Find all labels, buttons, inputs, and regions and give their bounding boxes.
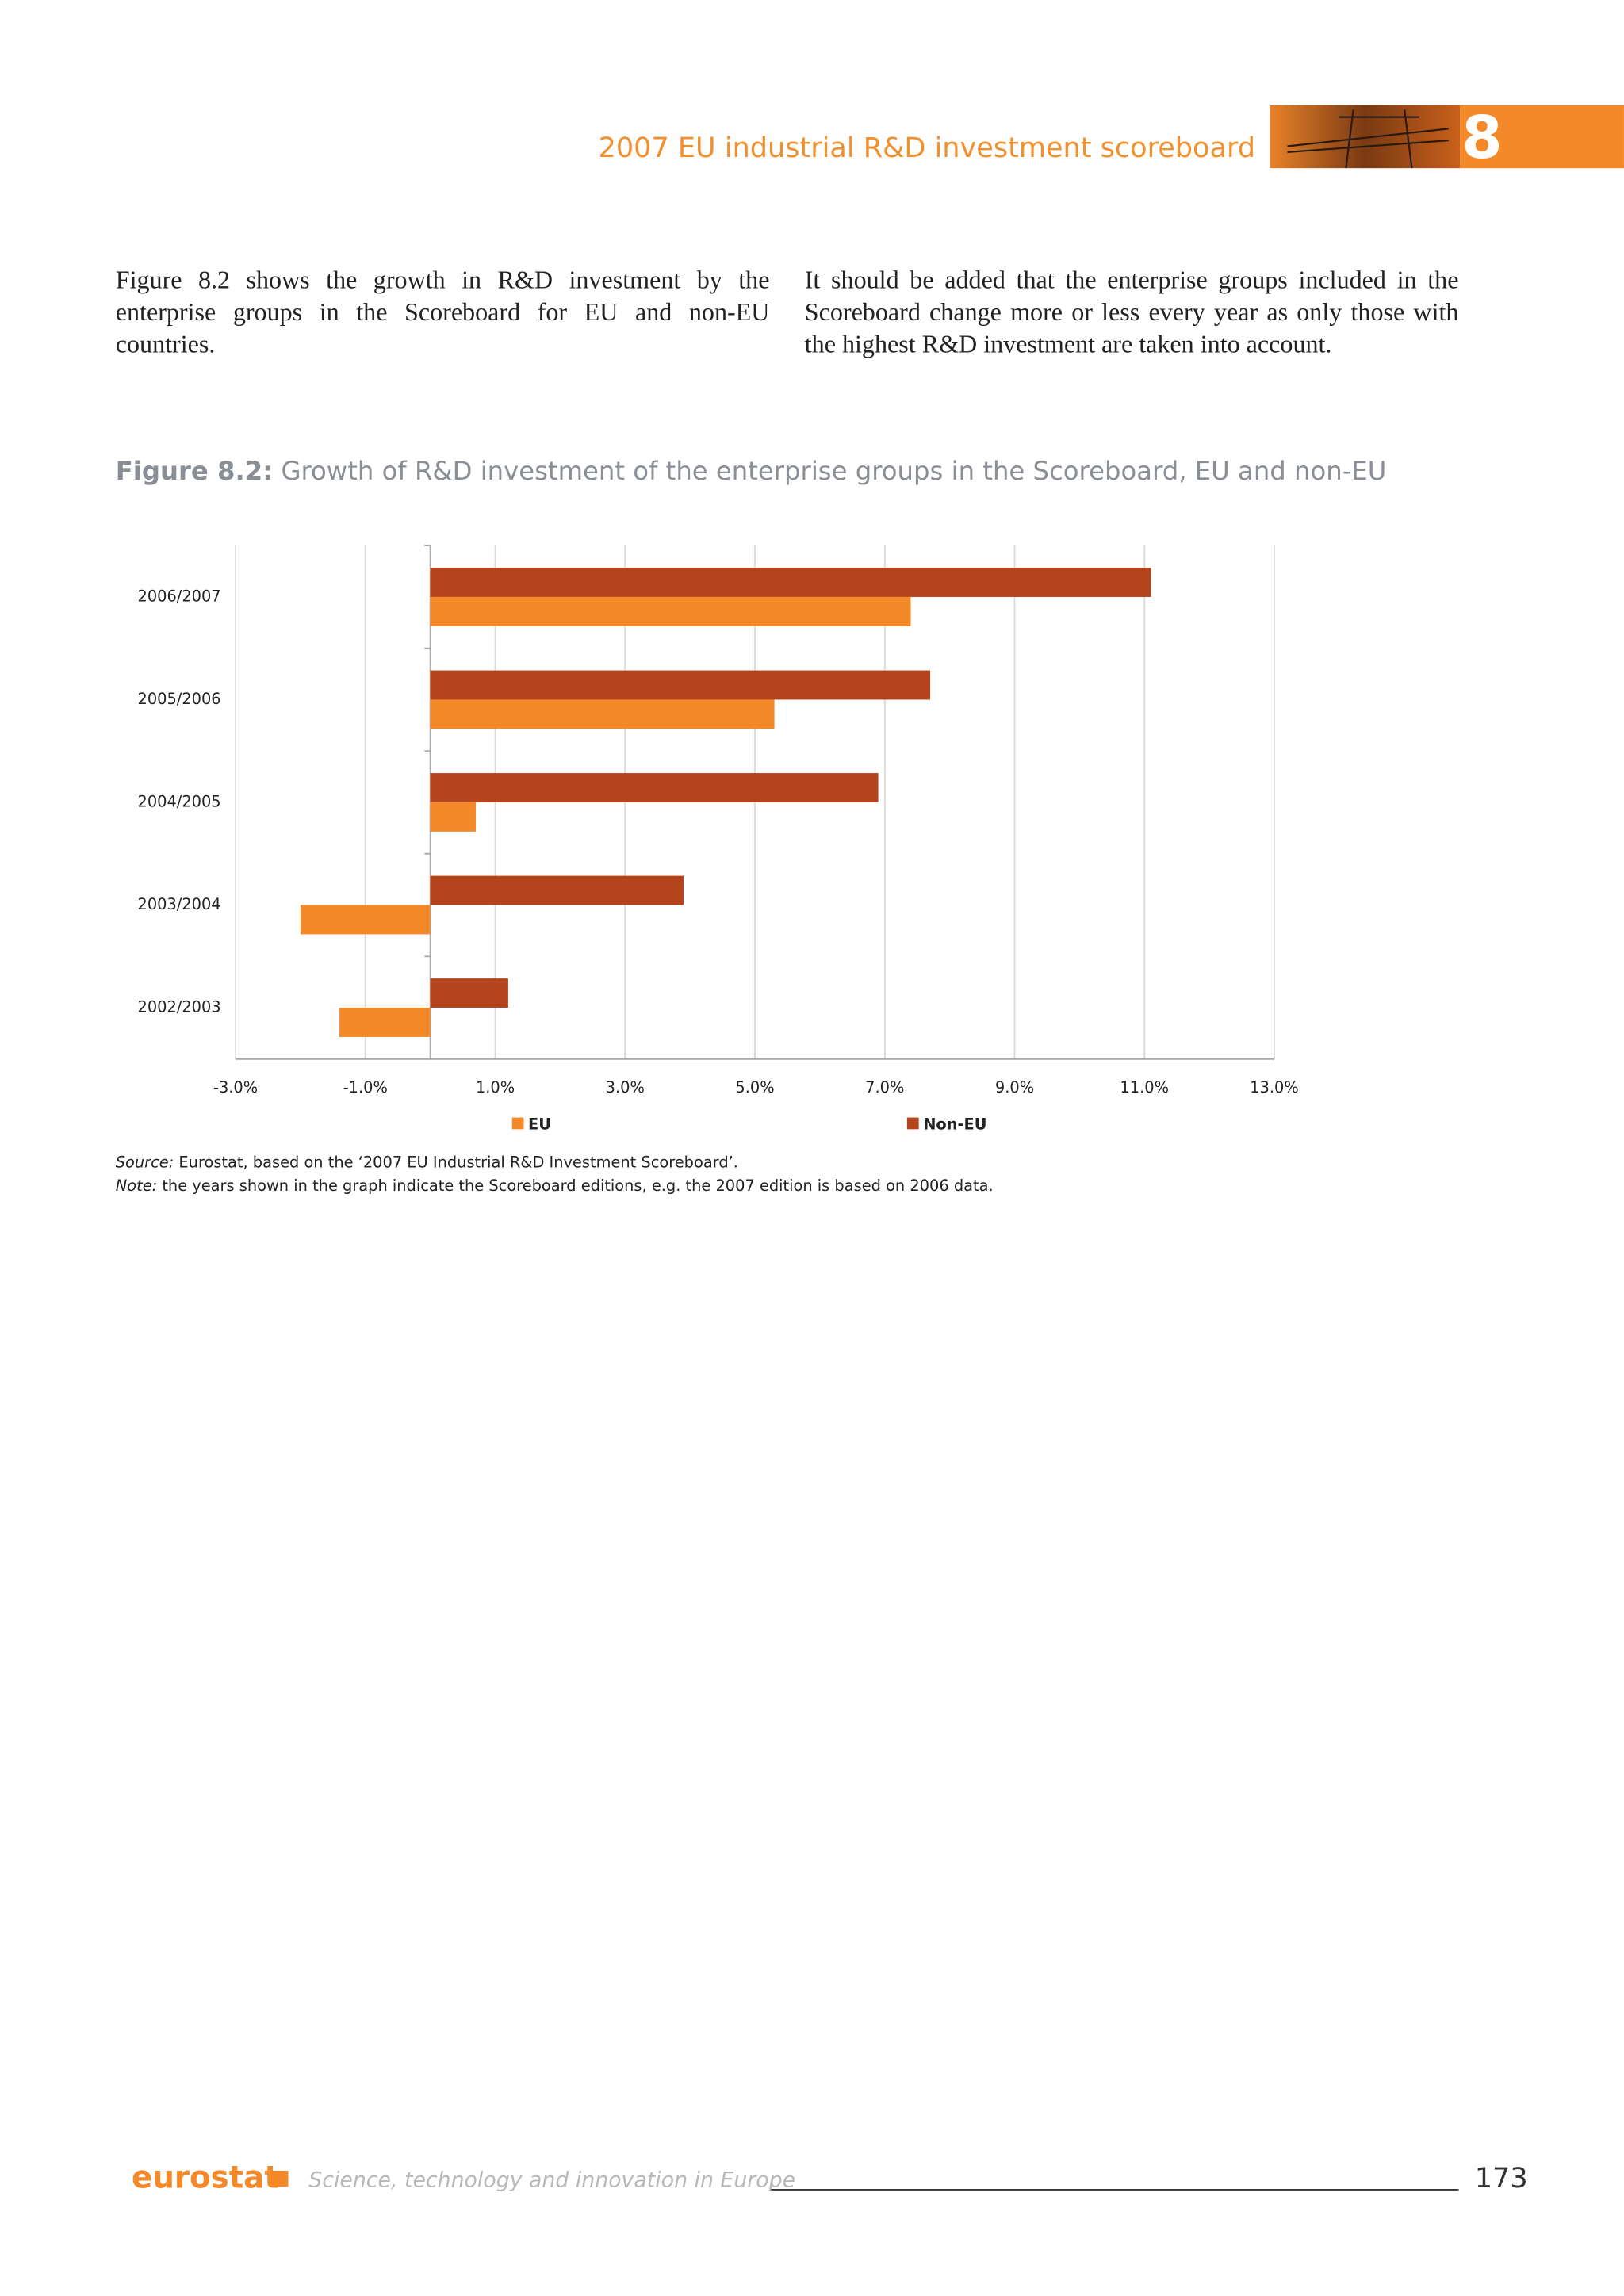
paragraph: It should be added that the enterprise g…: [804, 264, 1459, 359]
bar: [430, 568, 1151, 597]
source-text: Eurostat, based on the ‘2007 EU Industri…: [174, 1154, 738, 1172]
legend-swatch: [511, 1117, 524, 1130]
figure-label: Figure 8.2:: [115, 457, 274, 488]
bar: [430, 670, 931, 700]
legend-swatch: [906, 1117, 919, 1130]
note-text: the years shown in the graph indicate th…: [157, 1177, 994, 1196]
header-banner: [1270, 105, 1461, 169]
legend-label: Non-EU: [923, 1115, 986, 1133]
footer-brand: eurostat: [132, 2160, 279, 2196]
figure-title: Figure 8.2: Growth of R&D investment of …: [116, 457, 1387, 487]
pylon-icon: [1287, 109, 1449, 169]
x-tick-label: -3.0%: [213, 1078, 258, 1096]
bar: [430, 978, 508, 1008]
y-tick-label: 2006/2007: [138, 587, 221, 605]
chart: -3.0% -1.0% 1.0% 3.0% 5.0% 7.0% 9.0% 11.0% 13.0%…: [138, 545, 1299, 1133]
x-tick-label: 3.0%: [606, 1078, 645, 1096]
x-tick-label: 9.0%: [995, 1078, 1034, 1096]
y-tick-label: 2002/2003: [138, 998, 221, 1016]
header-title: 2007 EU industrial R&D investment scoreb…: [599, 132, 1255, 164]
page-number: 173: [1475, 2162, 1528, 2195]
footer-square: [272, 2170, 289, 2187]
bar: [430, 699, 775, 729]
bar: [339, 1008, 431, 1037]
figure-text: Growth of R&D investment of the enterpri…: [281, 457, 1387, 488]
y-tick-label: 2003/2004: [138, 895, 221, 913]
x-tick-label: 13.0%: [1250, 1078, 1299, 1096]
x-tick-label: 1.0%: [476, 1078, 515, 1096]
bar: [430, 596, 911, 626]
chapter-box: [1460, 105, 1624, 169]
y-tick-label: 2005/2006: [138, 690, 221, 708]
chapter-number: 8: [1461, 104, 1502, 172]
footer-series: Science, technology and innovation in Eu…: [308, 2168, 795, 2192]
note: Note: the years shown in the graph indic…: [116, 1177, 994, 1195]
bar: [430, 802, 476, 832]
legend-label: EU: [528, 1115, 551, 1133]
x-tick-label: 5.0%: [735, 1078, 774, 1096]
source: Source: Eurostat, based on the ‘2007 EU …: [116, 1154, 738, 1172]
source-label: Source:: [115, 1154, 174, 1172]
y-tick-label: 2004/2005: [138, 792, 221, 810]
bar: [430, 875, 684, 905]
paragraph: Figure 8.2 shows the growth in R&D inves…: [115, 264, 770, 359]
bar: [300, 905, 431, 935]
x-tick-label: 11.0%: [1120, 1078, 1169, 1096]
x-tick-label: -1.0%: [343, 1078, 388, 1096]
x-tick-label: 7.0%: [865, 1078, 904, 1096]
bar: [430, 773, 879, 802]
note-label: Note:: [115, 1177, 158, 1196]
